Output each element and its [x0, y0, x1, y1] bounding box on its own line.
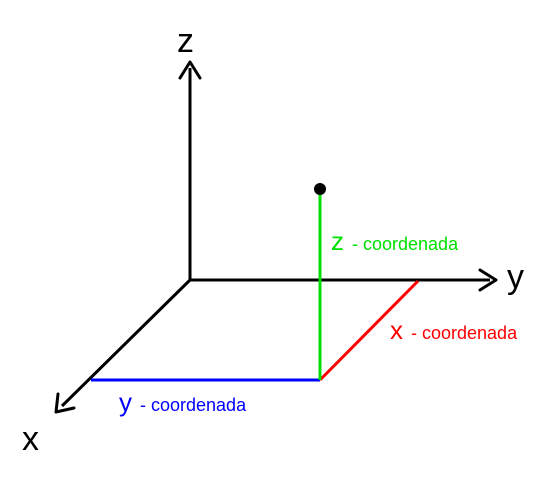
x-coordinate-letter: x	[390, 315, 403, 345]
arrowheads	[54, 60, 498, 414]
z-coordinate-letter: z	[331, 226, 344, 256]
y-coordinate-letter: y	[119, 387, 132, 417]
x-axis-line	[60, 278, 192, 408]
z-axis-label: z	[177, 22, 194, 60]
y-arrowhead	[478, 268, 498, 292]
point-marker	[314, 183, 326, 195]
y-coordinate-label: y - coordenada	[119, 387, 247, 417]
x-coordinate-text: - coordenada	[411, 323, 518, 343]
axes	[60, 68, 490, 408]
x-arrowhead	[54, 392, 76, 414]
x-coordinate-label: x - coordenada	[390, 315, 518, 345]
y-axis-label: y	[507, 258, 524, 296]
y-coordinate-text: - coordenada	[140, 395, 247, 415]
z-coordinate-label: z - coordenada	[331, 226, 459, 256]
z-arrowhead	[178, 60, 202, 80]
z-coordinate-text: - coordenada	[352, 234, 459, 254]
x-axis-label: x	[22, 420, 39, 458]
x-coordinate-line	[318, 279, 420, 382]
